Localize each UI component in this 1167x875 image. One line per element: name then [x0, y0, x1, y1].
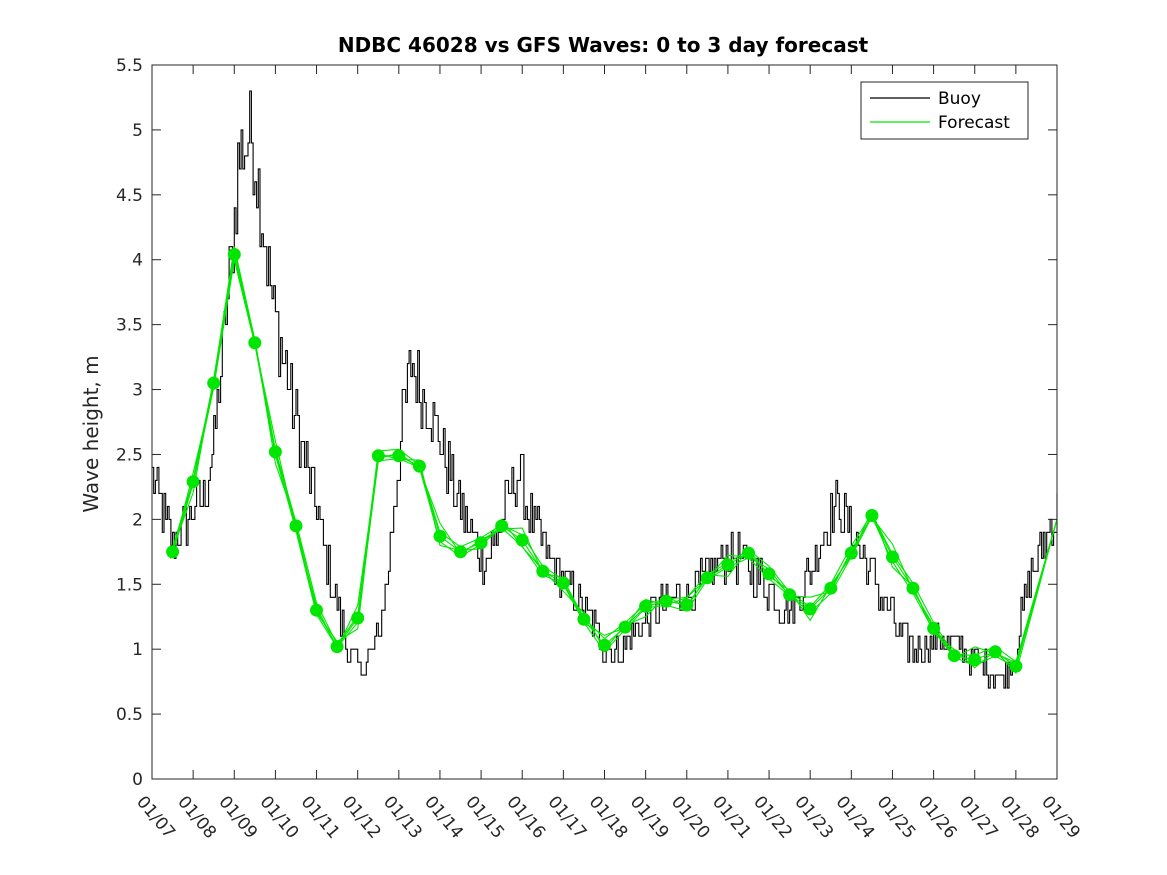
forecast-point — [639, 599, 653, 613]
forecast-point — [392, 449, 406, 463]
forecast-point — [330, 640, 344, 654]
forecast-point — [371, 449, 385, 463]
y-tick-label: 2 — [132, 510, 143, 530]
forecast-point — [556, 576, 570, 590]
y-tick-label: 4.5 — [116, 186, 143, 206]
y-tick-label: 3 — [132, 381, 143, 401]
forecast-point — [783, 588, 797, 602]
legend-box — [860, 81, 1029, 140]
forecast-point — [988, 645, 1002, 659]
y-tick-label: 5 — [132, 121, 143, 141]
forecast-point — [577, 612, 591, 626]
forecast-point — [824, 581, 838, 595]
forecast-point — [680, 598, 694, 612]
forecast-point — [268, 445, 282, 459]
forecast-point — [289, 519, 303, 533]
forecast-point — [865, 509, 879, 522]
y-tick-label: 4 — [132, 251, 143, 271]
forecast-point — [248, 336, 262, 350]
forecast-point — [700, 571, 714, 585]
chart-title: NDBC 46028 vs GFS Waves: 0 to 3 day fore… — [338, 33, 869, 57]
y-tick-label: 2.5 — [116, 445, 143, 465]
forecast-point — [351, 611, 365, 625]
legend: Buoy Forecast — [860, 81, 1029, 140]
forecast-point — [886, 550, 899, 564]
y-tick-label: 3.5 — [116, 316, 143, 336]
forecast-point — [742, 546, 755, 560]
forecast-point — [927, 621, 941, 635]
forecast-point — [721, 558, 735, 572]
forecast-point — [536, 564, 550, 578]
legend-label: Buoy — [938, 89, 981, 109]
forecast-point — [762, 567, 776, 581]
forecast-point — [1009, 659, 1023, 673]
forecast-point — [207, 376, 221, 390]
forecast-point — [844, 546, 858, 560]
forecast-point — [186, 475, 200, 489]
forecast-point — [474, 536, 488, 550]
forecast-point — [412, 459, 426, 473]
plot-area — [152, 90, 1058, 689]
forecast-point — [598, 638, 611, 652]
y-tick-label: 5.5 — [116, 56, 143, 76]
y-tick-label: 1 — [132, 640, 143, 660]
forecast-point — [618, 620, 632, 634]
y-axis-label: Wave height, m — [79, 355, 103, 512]
forecast-point — [968, 653, 982, 667]
y-tick-label: 0 — [132, 770, 143, 790]
forecast-point — [495, 519, 509, 533]
forecast-point — [659, 594, 673, 608]
forecast-point — [454, 545, 467, 559]
forecast-run-line — [169, 248, 1058, 664]
legend-label: Forecast — [938, 113, 1010, 133]
forecast-point — [310, 603, 323, 617]
buoy-series-line — [152, 90, 1058, 689]
y-tick-label: 1.5 — [116, 575, 143, 595]
forecast-point — [906, 581, 920, 595]
forecast-point — [803, 602, 817, 616]
forecast-point — [433, 529, 447, 543]
forecast-point — [947, 649, 961, 663]
y-tick-label: 0.5 — [116, 705, 143, 725]
forecast-point — [166, 545, 180, 559]
forecast-point — [515, 533, 529, 547]
forecast-point — [227, 248, 241, 261]
